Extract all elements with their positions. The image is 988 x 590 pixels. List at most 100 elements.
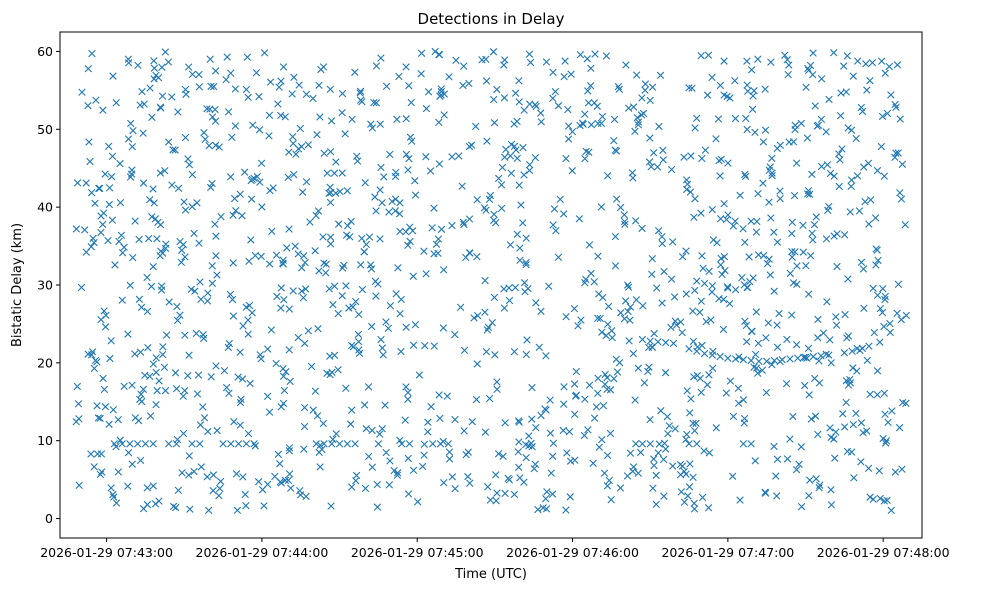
data-point <box>284 173 292 182</box>
data-point <box>318 445 326 454</box>
data-point <box>314 207 323 215</box>
data-point <box>277 304 285 312</box>
data-point <box>236 348 244 356</box>
data-point <box>647 163 655 171</box>
y-tick-label: 50 <box>37 122 53 137</box>
data-point <box>608 327 616 335</box>
data-point <box>118 440 126 448</box>
data-point <box>497 204 506 213</box>
data-point <box>208 113 217 121</box>
data-point <box>391 172 400 181</box>
data-point <box>663 412 672 421</box>
data-point <box>662 445 670 453</box>
data-point <box>206 183 215 192</box>
data-point <box>373 480 381 489</box>
data-point <box>680 153 688 161</box>
data-point <box>640 379 649 387</box>
data-point <box>302 178 311 186</box>
data-point <box>319 419 328 428</box>
data-point <box>424 428 432 436</box>
data-point <box>173 316 182 325</box>
data-point <box>680 498 689 506</box>
data-point <box>149 440 157 448</box>
data-point <box>201 135 209 144</box>
data-point <box>338 108 346 117</box>
data-point <box>193 390 202 398</box>
data-point <box>685 483 694 491</box>
data-point <box>320 149 328 158</box>
data-point <box>429 440 437 448</box>
data-point <box>582 275 590 283</box>
data-point <box>181 331 189 339</box>
data-point <box>654 338 662 346</box>
data-point <box>722 215 731 224</box>
data-point <box>346 420 355 428</box>
data-point <box>676 471 685 479</box>
data-point <box>335 440 344 448</box>
data-point <box>493 378 501 386</box>
data-point <box>252 68 261 77</box>
data-point <box>78 88 86 96</box>
data-point <box>873 166 882 175</box>
data-point <box>290 73 298 82</box>
data-point <box>434 235 443 243</box>
data-point <box>136 348 145 356</box>
data-point <box>251 442 260 450</box>
data-point <box>330 169 339 177</box>
data-point <box>847 176 856 184</box>
data-point <box>804 66 813 74</box>
data-point <box>872 245 880 253</box>
data-point <box>204 427 212 436</box>
data-point <box>326 85 335 94</box>
data-point <box>205 141 213 150</box>
data-point <box>124 55 133 63</box>
data-point <box>762 388 771 397</box>
data-point <box>222 383 231 392</box>
data-point <box>713 239 721 247</box>
data-point <box>239 322 247 330</box>
data-point <box>326 198 335 207</box>
data-point <box>223 53 231 61</box>
data-point <box>212 252 220 260</box>
data-point <box>745 253 753 261</box>
data-point <box>876 494 884 503</box>
data-point <box>111 261 119 269</box>
data-point <box>402 150 411 159</box>
data-point <box>897 195 906 203</box>
data-point <box>761 488 769 496</box>
data-point <box>716 81 725 90</box>
data-point <box>353 152 361 161</box>
data-point <box>384 324 393 332</box>
data-point <box>326 240 335 248</box>
data-point <box>296 491 305 499</box>
data-point <box>748 105 757 114</box>
data-point <box>762 334 770 342</box>
data-point <box>224 343 233 352</box>
data-point <box>742 321 751 330</box>
data-point <box>204 506 213 515</box>
data-point <box>88 49 96 58</box>
data-point <box>716 215 725 223</box>
data-point <box>626 449 635 457</box>
x-axis-label: Time (UTC) <box>454 567 527 582</box>
data-point <box>236 190 244 198</box>
data-point <box>322 260 330 268</box>
data-point <box>153 235 161 243</box>
data-point <box>535 343 543 351</box>
data-point <box>411 177 419 185</box>
data-point <box>786 269 794 278</box>
data-point <box>464 472 472 481</box>
data-point <box>386 150 394 159</box>
data-point <box>388 197 396 206</box>
data-point <box>511 283 520 292</box>
data-point <box>373 503 382 511</box>
data-point <box>279 399 288 408</box>
data-point <box>587 64 595 73</box>
data-point <box>625 337 633 345</box>
data-point <box>266 78 275 86</box>
data-point <box>181 133 190 142</box>
data-point <box>863 356 871 365</box>
data-point <box>585 241 594 249</box>
data-point <box>860 304 868 313</box>
data-point <box>238 375 247 383</box>
